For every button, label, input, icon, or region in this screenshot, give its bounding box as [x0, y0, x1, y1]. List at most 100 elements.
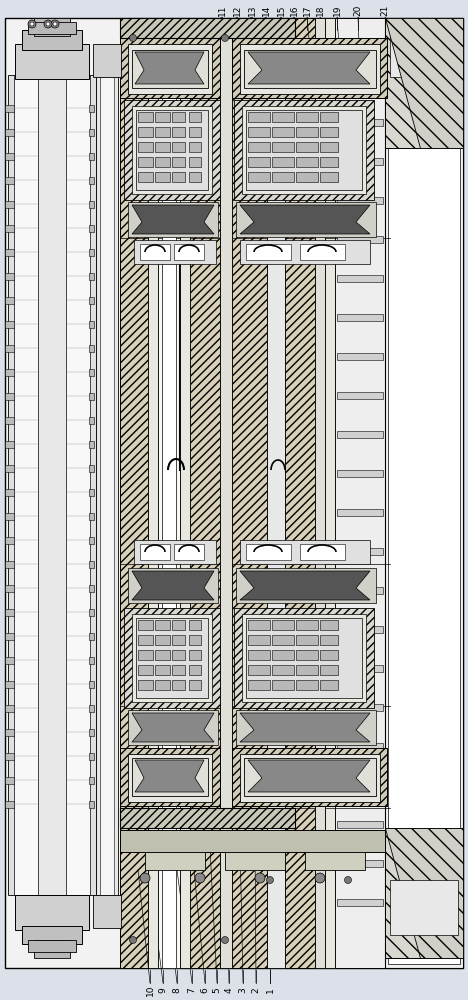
Bar: [236, 202, 376, 237]
Bar: [337, 743, 383, 750]
Bar: [134, 540, 216, 564]
Bar: [89, 729, 94, 736]
Bar: [232, 38, 387, 98]
Bar: [15, 44, 89, 79]
Bar: [248, 635, 270, 645]
Bar: [189, 680, 201, 690]
Bar: [89, 321, 94, 328]
Bar: [337, 509, 383, 516]
Bar: [14, 75, 90, 895]
Bar: [190, 18, 220, 968]
Bar: [89, 609, 94, 616]
Bar: [38, 75, 66, 895]
Bar: [89, 537, 94, 544]
Polygon shape: [132, 571, 214, 600]
Bar: [134, 240, 216, 264]
Bar: [189, 142, 201, 152]
Bar: [89, 153, 94, 160]
Bar: [172, 172, 185, 182]
Bar: [89, 465, 94, 472]
Bar: [232, 748, 387, 806]
Bar: [305, 852, 365, 870]
Circle shape: [130, 34, 137, 41]
Bar: [337, 119, 383, 126]
Bar: [296, 665, 318, 675]
Bar: [240, 540, 370, 564]
Bar: [172, 665, 185, 675]
Bar: [138, 142, 153, 152]
Bar: [296, 127, 318, 137]
Bar: [320, 157, 338, 167]
Bar: [5, 657, 14, 664]
Bar: [5, 777, 14, 784]
Bar: [296, 650, 318, 660]
Bar: [385, 18, 463, 968]
Bar: [5, 297, 14, 304]
Bar: [244, 758, 376, 796]
Bar: [155, 665, 170, 675]
Bar: [132, 614, 212, 702]
Bar: [148, 18, 158, 968]
Bar: [132, 106, 212, 194]
Bar: [240, 240, 370, 264]
Circle shape: [221, 34, 228, 41]
Bar: [234, 100, 374, 200]
Polygon shape: [248, 52, 370, 84]
Bar: [246, 244, 291, 260]
Polygon shape: [132, 205, 214, 234]
Bar: [172, 635, 185, 645]
Bar: [242, 106, 366, 194]
Polygon shape: [385, 828, 463, 958]
Text: 6: 6: [200, 987, 210, 993]
Bar: [320, 172, 338, 182]
Bar: [248, 127, 270, 137]
Text: 5: 5: [212, 987, 221, 993]
Bar: [236, 710, 376, 745]
Bar: [337, 626, 383, 633]
Bar: [93, 44, 121, 77]
Circle shape: [221, 936, 228, 944]
Bar: [138, 172, 153, 182]
Bar: [158, 18, 180, 968]
Text: 2: 2: [251, 987, 261, 993]
Bar: [155, 142, 170, 152]
Text: 4: 4: [225, 987, 234, 993]
Bar: [162, 18, 176, 968]
Bar: [89, 129, 94, 136]
Bar: [240, 754, 380, 802]
Bar: [89, 585, 94, 592]
Bar: [89, 489, 94, 496]
Bar: [128, 44, 212, 94]
Bar: [296, 157, 318, 167]
Bar: [296, 112, 318, 122]
Bar: [5, 801, 14, 808]
Bar: [300, 244, 345, 260]
Bar: [248, 157, 270, 167]
Bar: [337, 158, 383, 165]
Bar: [337, 821, 383, 828]
Bar: [296, 680, 318, 690]
Bar: [89, 753, 94, 760]
Bar: [248, 650, 270, 660]
Bar: [5, 153, 14, 160]
Bar: [5, 585, 14, 592]
Bar: [155, 680, 170, 690]
Bar: [138, 620, 153, 630]
Circle shape: [140, 873, 150, 883]
Bar: [138, 127, 153, 137]
Bar: [320, 112, 338, 122]
Bar: [172, 650, 185, 660]
Text: 19: 19: [332, 4, 342, 16]
Bar: [89, 633, 94, 640]
Bar: [285, 18, 315, 968]
Bar: [5, 321, 14, 328]
Bar: [89, 417, 94, 424]
Bar: [337, 314, 383, 321]
Bar: [172, 680, 185, 690]
Text: 8: 8: [173, 987, 182, 993]
Bar: [267, 18, 285, 968]
Bar: [34, 18, 70, 36]
Bar: [337, 470, 383, 477]
Bar: [244, 50, 376, 88]
Bar: [272, 172, 294, 182]
